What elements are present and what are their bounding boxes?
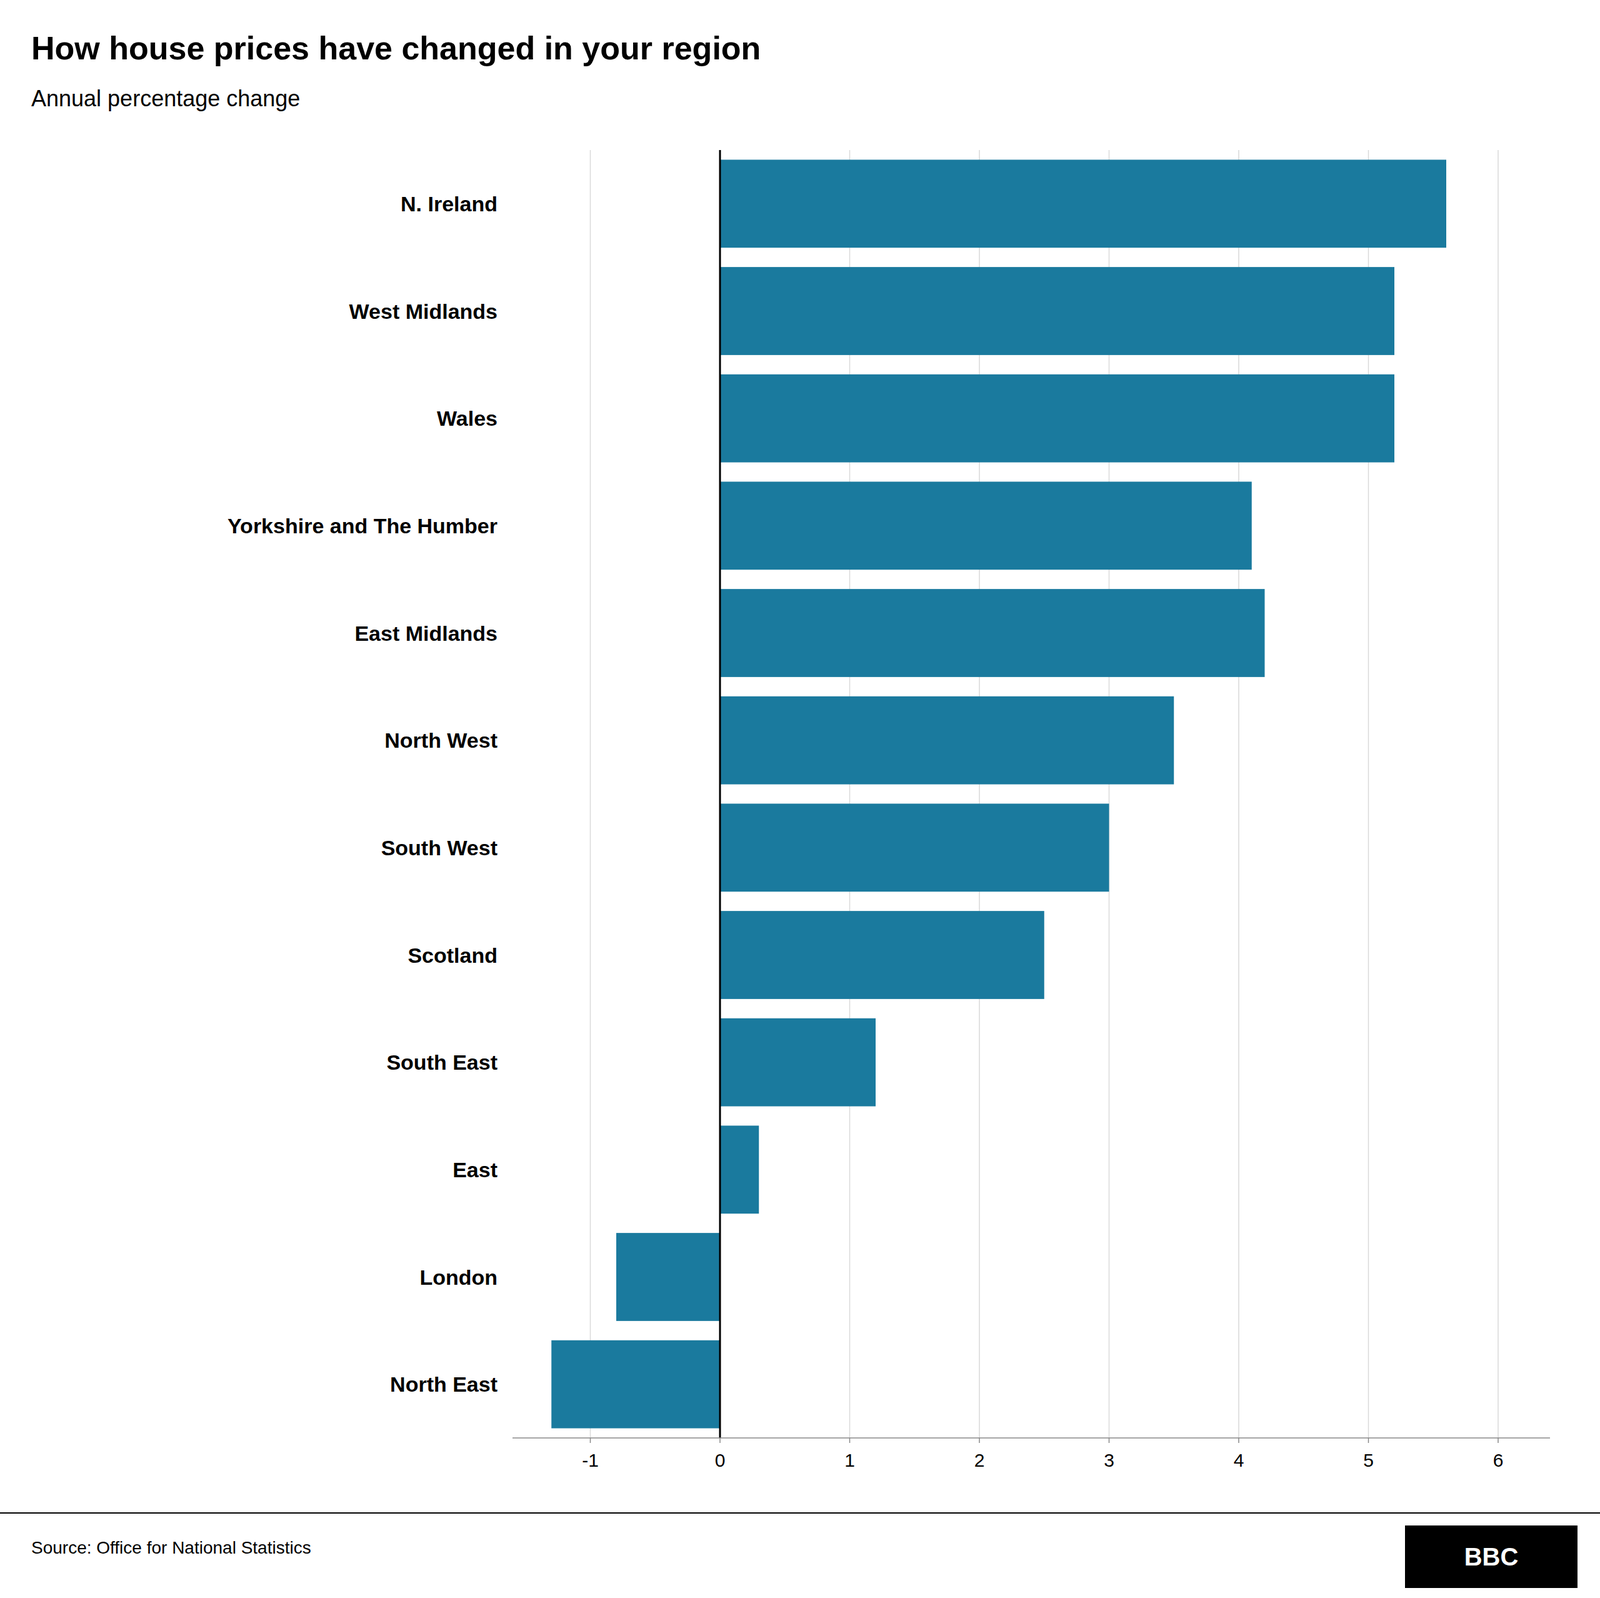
grid-line xyxy=(719,150,721,1438)
category-label: Yorkshire and The Humber xyxy=(227,513,498,538)
bars xyxy=(551,159,1447,1428)
category-label: Wales xyxy=(436,406,498,430)
category-label: West Midlands xyxy=(349,299,498,324)
bar xyxy=(720,588,1265,677)
grid-line xyxy=(590,150,592,1438)
tick-mark xyxy=(1238,1437,1240,1443)
bar xyxy=(720,696,1174,785)
tick-mark xyxy=(1497,1437,1499,1443)
grid-line xyxy=(1497,150,1499,1438)
x-axis-line xyxy=(512,1436,1550,1439)
category-label: Scotland xyxy=(407,943,498,967)
source: Source: Office for National Statistics xyxy=(31,1537,312,1557)
tick-mark xyxy=(590,1437,592,1443)
category-label: South East xyxy=(386,1050,498,1074)
logo-box xyxy=(1405,1525,1578,1588)
bar xyxy=(720,803,1110,892)
zero-line xyxy=(719,150,722,1438)
bar xyxy=(551,1340,720,1429)
logo-text: BBC xyxy=(1464,1542,1519,1570)
category-label: East xyxy=(452,1157,498,1182)
category-label: North East xyxy=(390,1371,498,1396)
bar xyxy=(720,481,1252,570)
tick-label: -1 xyxy=(581,1449,599,1470)
bar xyxy=(720,266,1395,355)
grid xyxy=(590,150,1499,1438)
bar xyxy=(720,374,1395,463)
tick-label: 5 xyxy=(1363,1449,1374,1470)
bar xyxy=(616,1232,720,1321)
bar xyxy=(720,910,1045,999)
tick-mark xyxy=(978,1437,980,1443)
category-label: East Midlands xyxy=(354,621,498,645)
tick-label: 0 xyxy=(715,1449,726,1470)
bar xyxy=(720,159,1447,248)
category-label: London xyxy=(419,1265,498,1289)
category-labels: N. Ireland West Midlands Wales Yorkshire an… xyxy=(227,191,498,1396)
tick-mark xyxy=(1108,1437,1110,1443)
tick-mark xyxy=(719,1437,721,1443)
tick-label: 6 xyxy=(1493,1449,1504,1470)
tick-label: 1 xyxy=(844,1449,855,1470)
tick-mark xyxy=(1368,1437,1370,1443)
title: How house prices have changed in your re… xyxy=(31,30,761,67)
category-label: N. Ireland xyxy=(400,191,498,216)
logo: BBC xyxy=(1405,1525,1578,1588)
subtitle: Annual percentage change xyxy=(31,85,300,112)
tick-label: 4 xyxy=(1233,1449,1245,1470)
footer-rule xyxy=(0,1511,1600,1514)
background xyxy=(0,0,1600,1598)
chart-root: How house prices have changed in your re… xyxy=(0,0,1600,1598)
category-label: North West xyxy=(384,728,498,752)
tick-label: 3 xyxy=(1103,1449,1115,1470)
tick-label: 2 xyxy=(974,1449,985,1470)
bar xyxy=(720,1125,759,1214)
bar xyxy=(720,1018,876,1107)
category-label: South West xyxy=(381,835,498,860)
x-ticks: -1 0 1 2 3 4 5 6 xyxy=(581,1437,1504,1470)
tick-mark xyxy=(849,1437,851,1443)
